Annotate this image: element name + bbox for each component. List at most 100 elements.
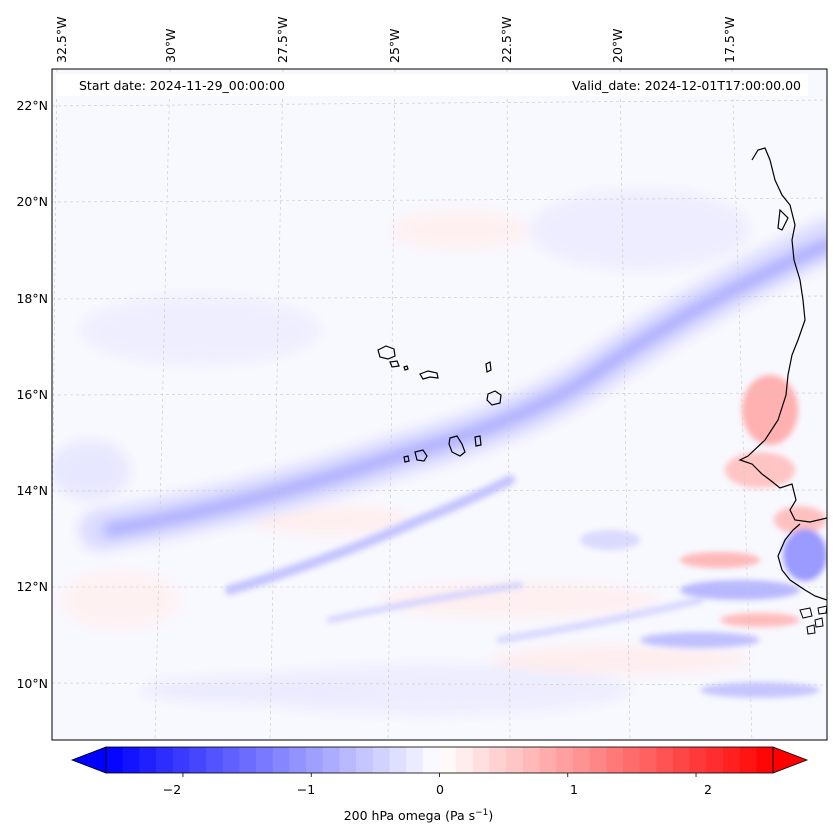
weak-ascent-patch xyxy=(230,665,630,715)
weak-subsidence-patch xyxy=(60,570,180,630)
africa-coastline xyxy=(738,147,827,523)
omega-field xyxy=(52,69,827,740)
colorbar-bin xyxy=(106,747,124,773)
coastal-subsidence xyxy=(720,613,800,627)
island-santiago xyxy=(448,435,466,457)
africa-coastline xyxy=(777,523,827,601)
colorbar-bin xyxy=(122,747,140,773)
lat-label: 12°N xyxy=(16,579,48,594)
island-santa-luzia xyxy=(403,365,409,371)
colorbar-tick-label: 1 xyxy=(570,782,578,797)
colorbar-bin xyxy=(572,747,591,773)
weak-ascent-patch xyxy=(52,440,130,500)
weak-subsidence-patch xyxy=(390,210,530,250)
lon-label: 17.5°W xyxy=(722,16,737,63)
bijagos-islands xyxy=(799,605,827,635)
weak-ascent-patch xyxy=(140,676,380,704)
lat-label: 10°N xyxy=(16,676,48,691)
island-fogo xyxy=(414,449,428,462)
weak-subsidence-patch xyxy=(490,646,750,674)
map-frame xyxy=(51,68,828,741)
colorbar-bin xyxy=(389,747,407,773)
lon-label: 30°W xyxy=(163,28,178,63)
secondary-ascent-band xyxy=(225,475,515,595)
colorbar-bin xyxy=(139,747,157,773)
coastal-ascent xyxy=(700,682,820,698)
colorbar-tick-label: 2 xyxy=(704,782,712,797)
colorbar-bin xyxy=(756,747,774,773)
colorbar-bin xyxy=(472,747,491,773)
island-sao-vicente xyxy=(389,360,400,368)
graticule xyxy=(52,69,827,740)
colorbar-bin xyxy=(722,747,741,773)
weak-subsidence-patch xyxy=(250,505,410,535)
lon-label: 22.5°W xyxy=(499,16,514,63)
lat-label: 16°N xyxy=(16,387,48,402)
lon-label: 27.5°W xyxy=(275,16,290,63)
lon-label: 20°W xyxy=(610,28,625,63)
colorbar-bin xyxy=(422,747,440,773)
colorbar-bin xyxy=(256,747,274,773)
colorbar-min-extend xyxy=(70,746,107,774)
lon-label: 32.5°W xyxy=(54,16,69,63)
lon-label: 25°W xyxy=(387,28,402,63)
colorbar-bin xyxy=(706,747,724,773)
island-sal xyxy=(485,361,492,373)
colorbar-bin xyxy=(189,747,207,773)
coastal-ascent xyxy=(680,580,800,600)
colorbar-bin xyxy=(239,747,257,773)
colorbar-bin xyxy=(506,747,524,773)
colorbar-bin xyxy=(406,747,424,773)
colorbar-bin xyxy=(322,747,340,773)
coastal-ascent xyxy=(580,530,640,550)
colorbar-bin xyxy=(622,747,641,773)
valid-date-label: Valid_date: 2024-12-01T17:00:00.00 xyxy=(571,78,801,93)
colorbar-bin xyxy=(272,747,290,773)
colorbar-bin xyxy=(556,747,574,773)
colorbar-bin xyxy=(289,747,307,773)
colorbar-bin xyxy=(606,747,624,773)
colorbar-bin xyxy=(739,747,757,773)
colorbar-bin xyxy=(306,747,324,773)
colorbar-bin xyxy=(339,747,357,773)
island-santo-antao xyxy=(377,345,396,360)
lat-label: 18°N xyxy=(16,291,48,306)
island-boa-vista xyxy=(486,390,502,406)
lat-label: 14°N xyxy=(16,483,48,498)
colorbar-bin xyxy=(356,747,374,773)
colorbar-bin xyxy=(672,747,691,773)
island-brava xyxy=(403,455,410,463)
colorbar-bin xyxy=(589,747,607,773)
colorbar-bin xyxy=(206,747,224,773)
weak-subsidence-patch xyxy=(380,582,660,618)
colorbar-max-extend xyxy=(772,746,809,774)
colorbar-bin xyxy=(656,747,674,773)
colorbar-tick-label: −2 xyxy=(162,782,182,797)
colorbar-tick-label: −1 xyxy=(296,782,316,797)
coastal-subsidence xyxy=(725,452,795,488)
secondary-ascent-band xyxy=(327,582,523,623)
colorbar-tick-label: 0 xyxy=(436,782,444,797)
coastal-subsidence xyxy=(680,552,760,568)
map-area xyxy=(52,69,827,740)
colorbar-bin xyxy=(539,747,557,773)
weak-ascent-patch xyxy=(80,295,320,365)
colorbar-label: 200 hPa omega (Pa s−1) xyxy=(343,808,494,824)
lat-label: 22°N xyxy=(16,98,48,113)
colorbar-bin xyxy=(172,747,190,773)
colorbar-bin xyxy=(372,747,390,773)
lat-label: 20°N xyxy=(16,194,48,209)
colorbar-bin xyxy=(489,747,507,773)
cape-verde-islands xyxy=(377,345,502,463)
secondary-ascent-band xyxy=(496,596,704,644)
coastal-ascent xyxy=(640,632,760,648)
colorbar-bin xyxy=(639,747,657,773)
island-maio xyxy=(474,435,482,447)
island-sao-nicolau xyxy=(419,370,439,380)
weak-ascent-patch xyxy=(530,190,750,270)
colorbar xyxy=(70,746,809,777)
colorbar-bin xyxy=(522,747,541,773)
africa-coastline xyxy=(777,208,789,231)
colorbar-bin xyxy=(456,747,474,773)
